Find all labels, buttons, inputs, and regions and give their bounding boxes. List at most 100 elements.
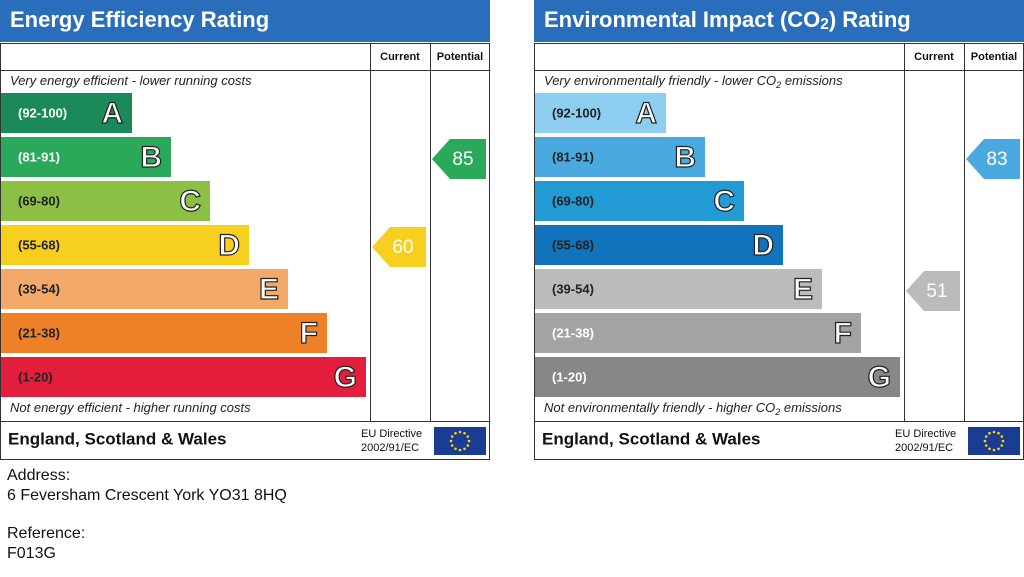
address-label: Address: xyxy=(7,467,70,484)
band-range: (39-54) xyxy=(552,281,594,296)
band-range: (81-91) xyxy=(18,149,60,164)
band-range: (92-100) xyxy=(552,105,601,120)
band-letter: A xyxy=(635,97,657,130)
eu-star xyxy=(449,439,453,443)
rating-value: 83 xyxy=(986,149,1007,170)
band-letter: G xyxy=(334,361,357,394)
eu-star xyxy=(463,447,466,451)
band-bar xyxy=(535,313,861,353)
eu-star xyxy=(454,447,457,451)
rating-value: 85 xyxy=(452,149,473,170)
directive: EU Directive xyxy=(895,428,956,440)
band-letter: G xyxy=(868,361,891,394)
eu-star xyxy=(466,444,470,447)
panel-title-part: 2 xyxy=(820,16,829,33)
eu-star xyxy=(450,435,454,438)
eu-star xyxy=(988,431,991,435)
band-range: (1-20) xyxy=(18,369,53,384)
band-letter: B xyxy=(674,141,696,174)
bottom-note: Not energy efficient - higher running co… xyxy=(10,400,251,415)
eu-star xyxy=(997,447,1000,451)
band-letter: C xyxy=(713,185,735,218)
address-value: 6 Feversham Crescent York YO31 8HQ xyxy=(7,487,287,504)
band-range: (21-38) xyxy=(18,325,60,340)
directive-code: 2002/91/EC xyxy=(895,442,953,454)
rating-value: 51 xyxy=(926,281,947,302)
col-current: Current xyxy=(914,51,954,63)
top-note: Very environmentally friendly - lower CO… xyxy=(544,73,843,90)
rating-arrow xyxy=(906,271,960,311)
bottom-note: Not environmentally friendly - higher CO… xyxy=(544,400,842,417)
band-letter: F xyxy=(834,317,852,350)
panel-title-part: Energy Efficiency Rating xyxy=(10,7,269,32)
band-letter: D xyxy=(752,229,774,262)
band-bar xyxy=(535,269,822,309)
eu-star xyxy=(983,439,987,443)
eu-star xyxy=(458,430,462,434)
eu-star xyxy=(988,447,991,451)
band-bar xyxy=(1,225,249,265)
eu-star xyxy=(458,448,462,452)
reference-value: F013G xyxy=(7,545,56,562)
eu-star xyxy=(992,448,996,452)
band-letter: B xyxy=(140,141,162,174)
band-letter: C xyxy=(179,185,201,218)
panel-frame xyxy=(0,43,490,460)
band-letter: F xyxy=(300,317,318,350)
eu-star xyxy=(1000,444,1004,447)
eu-star xyxy=(466,435,470,438)
eu-star xyxy=(984,435,988,438)
panel-title: Energy Efficiency Rating xyxy=(10,7,269,32)
band-letter: A xyxy=(101,97,123,130)
bottom-note-part: 2 xyxy=(774,407,780,417)
footer-region: England, Scotland & Wales xyxy=(8,429,227,448)
band-range: (92-100) xyxy=(18,105,67,120)
eu-star xyxy=(463,431,466,435)
col-current: Current xyxy=(380,51,420,63)
title-bar xyxy=(0,0,490,42)
title-bar xyxy=(534,0,1024,42)
band-range: (21-38) xyxy=(552,325,594,340)
panel-title-part: ) Rating xyxy=(829,7,911,32)
band-range: (39-54) xyxy=(18,281,60,296)
rating-arrow xyxy=(966,139,1020,179)
bottom-note-part: emissions xyxy=(780,400,842,415)
col-potential: Potential xyxy=(437,51,483,63)
bottom-note-part: Not energy efficient - higher running co… xyxy=(10,400,251,415)
bottom-note-part: Not environmentally friendly - higher CO xyxy=(544,400,775,415)
band-bar xyxy=(1,357,366,397)
eu-star xyxy=(454,431,457,435)
footer-region: England, Scotland & Wales xyxy=(542,429,761,448)
band-range: (55-68) xyxy=(552,237,594,252)
top-note-part: Very environmentally friendly - lower CO xyxy=(544,73,776,88)
band-range: (69-80) xyxy=(18,193,60,208)
band-bar xyxy=(535,225,783,265)
band-bar xyxy=(1,313,327,353)
band-bar xyxy=(1,181,210,221)
band-letter: E xyxy=(259,273,279,306)
directive: EU Directive xyxy=(361,428,422,440)
band-range: (81-91) xyxy=(552,149,594,164)
band-range: (69-80) xyxy=(552,193,594,208)
top-note-part: 2 xyxy=(775,80,781,90)
band-letter: E xyxy=(793,273,813,306)
band-range: (55-68) xyxy=(18,237,60,252)
band-bar xyxy=(535,357,900,397)
band-bar xyxy=(1,137,171,177)
panel-title-part: Environmental Impact (CO xyxy=(544,7,820,32)
band-bar xyxy=(535,137,705,177)
top-note-part: Very energy efficient - lower running co… xyxy=(10,73,252,88)
reference-label: Reference: xyxy=(7,525,85,542)
eu-star xyxy=(1001,439,1005,443)
top-note-part: emissions xyxy=(781,73,843,88)
rating-value: 60 xyxy=(392,237,413,258)
eu-star xyxy=(1000,435,1004,438)
eu-star xyxy=(467,439,471,443)
rating-arrow xyxy=(372,227,426,267)
eu-star xyxy=(992,430,996,434)
eu-star xyxy=(450,444,454,447)
directive-code: 2002/91/EC xyxy=(361,442,419,454)
band-bar xyxy=(535,93,666,133)
band-range: (1-20) xyxy=(552,369,587,384)
